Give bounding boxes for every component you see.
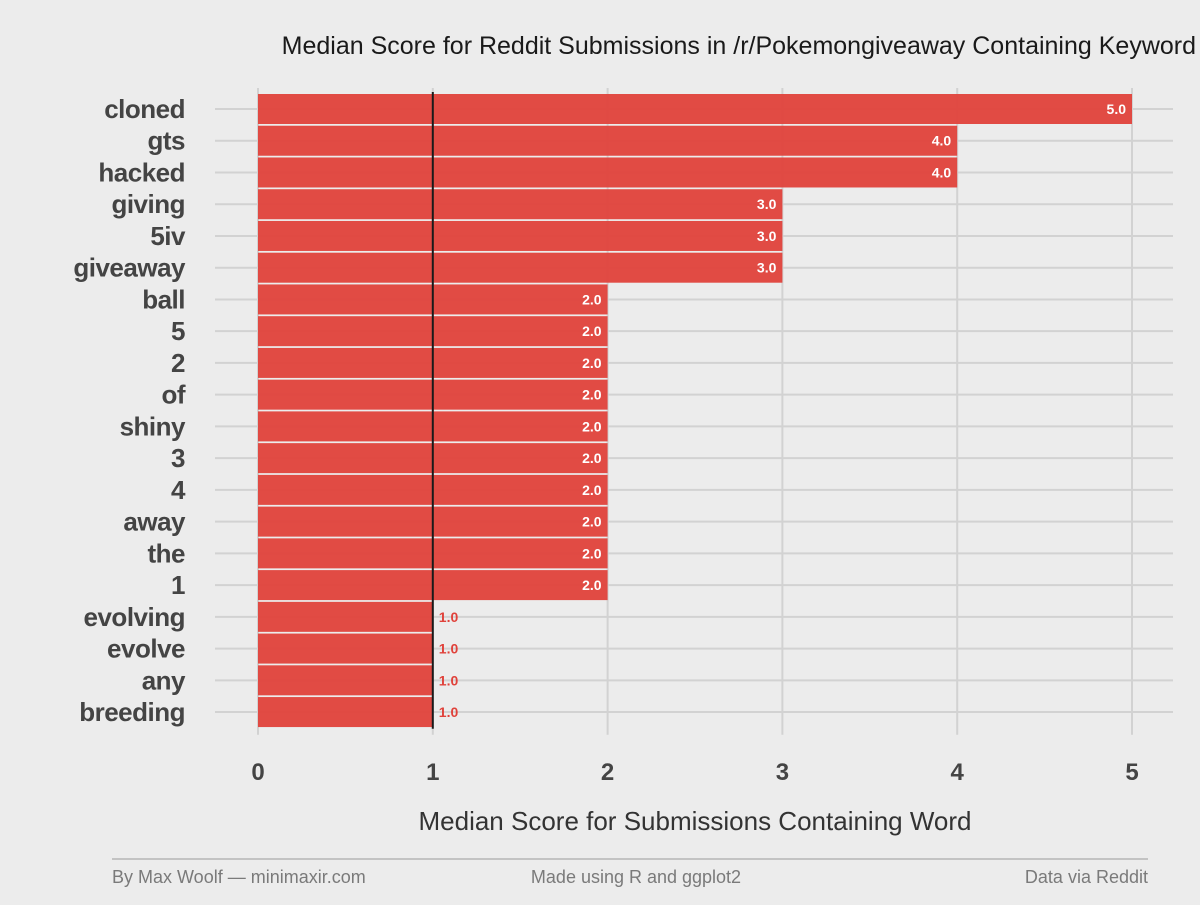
x-axis-title: Median Score for Submissions Containing …	[418, 806, 971, 836]
bar	[258, 665, 433, 696]
bar	[258, 697, 433, 728]
bar-value-label: 2.0	[582, 387, 602, 403]
bar-value-label: 1.0	[439, 672, 459, 688]
category-label: away	[123, 507, 186, 537]
footer-source: Data via Reddit	[1025, 867, 1148, 887]
bar-value-label: 2.0	[582, 418, 602, 434]
category-label: the	[148, 538, 186, 568]
bar-value-label: 5.0	[1107, 101, 1127, 117]
bar-value-label: 2.0	[582, 577, 602, 593]
bar-value-label: 3.0	[757, 260, 777, 276]
category-label: breeding	[79, 697, 185, 727]
category-label: 2	[171, 348, 185, 378]
bar-value-label: 3.0	[757, 228, 777, 244]
bar	[258, 157, 958, 188]
category-label: giving	[111, 189, 185, 219]
category-label: 3	[171, 443, 185, 473]
category-label: shiny	[120, 411, 186, 441]
chart-title: Median Score for Reddit Submissions in /…	[282, 32, 1196, 60]
bar-value-label: 4.0	[932, 133, 952, 149]
category-label: hacked	[98, 157, 185, 187]
category-label: cloned	[104, 94, 185, 124]
x-tick-label: 1	[426, 759, 439, 786]
bar	[258, 189, 783, 220]
bar-value-label: 3.0	[757, 196, 777, 212]
category-label: 5	[171, 316, 185, 346]
bar-value-label: 2.0	[582, 482, 602, 498]
category-label: gts	[148, 126, 186, 156]
bar-value-label: 2.0	[582, 355, 602, 371]
category-label: of	[161, 380, 185, 410]
category-label: 5iv	[150, 221, 186, 251]
category-label: any	[142, 665, 186, 695]
x-tick-label: 0	[251, 759, 264, 786]
category-label: evolve	[107, 634, 185, 664]
category-label: evolving	[84, 602, 185, 632]
x-tick-label: 2	[601, 759, 614, 786]
bar	[258, 601, 433, 632]
category-label: 1	[171, 570, 185, 600]
bar-value-label: 1.0	[439, 704, 459, 720]
x-tick-label: 5	[1125, 759, 1138, 786]
bars: 5.0 4.0 4.0 3.0 3.0 3.0 2.0 2.0 2.0 2.0 2.0 2.0 2.0 2…	[258, 92, 1132, 729]
x-tick-label: 3	[776, 759, 789, 786]
x-axis-ticks: 0 1 2 3 4 5	[251, 759, 1138, 786]
bar-value-label: 1.0	[439, 609, 459, 625]
footer-tools: Made using R and ggplot2	[531, 867, 741, 887]
bar-value-label: 2.0	[582, 514, 602, 530]
bar	[258, 633, 433, 664]
bar-value-label: 4.0	[932, 164, 952, 180]
bar	[258, 94, 1132, 124]
category-label: 4	[171, 475, 186, 505]
footer-author: By Max Woolf — minimaxir.com	[112, 867, 366, 887]
x-tick-label: 4	[951, 759, 965, 786]
bar-value-label: 2.0	[582, 323, 602, 339]
bar-value-label: 2.0	[582, 450, 602, 466]
bar-value-label: 2.0	[582, 291, 602, 307]
category-label: giveaway	[73, 253, 186, 283]
category-label: ball	[142, 284, 185, 314]
bar-value-label: 2.0	[582, 545, 602, 561]
bar	[258, 220, 783, 251]
bar	[258, 252, 783, 283]
bar-value-label: 1.0	[439, 641, 459, 657]
category-labels: clonedgtshackedgiving5ivgiveawayball52of…	[73, 94, 186, 727]
bar	[258, 125, 958, 156]
